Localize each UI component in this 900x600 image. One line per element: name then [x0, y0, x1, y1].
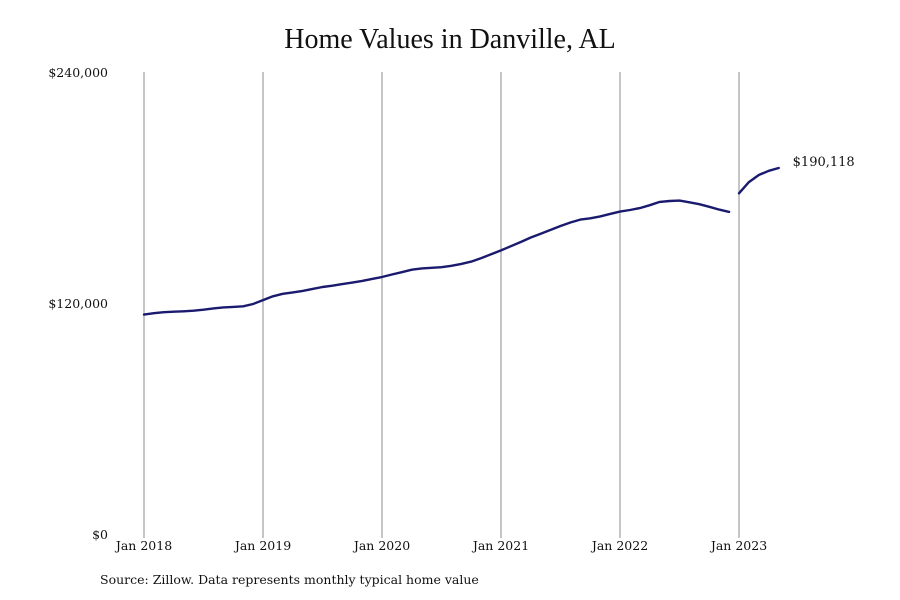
chart-title: Home Values in Danville, AL	[284, 24, 616, 55]
series-line-segment-1	[142, 199, 731, 316]
series-line-segment-2	[737, 166, 780, 195]
vertical-gridlines	[143, 72, 740, 538]
end-value-label: $190,118	[793, 155, 855, 170]
x-tick-label: Jan 2020	[352, 538, 410, 553]
y-tick-label: $240,000	[48, 65, 108, 80]
x-tick-label: Jan 2022	[590, 538, 648, 553]
x-tick-label: Jan 2021	[471, 538, 529, 553]
x-tick-label: Jan 2019	[233, 538, 291, 553]
data-labels: $190,118	[793, 155, 855, 170]
x-tick-label: Jan 2018	[114, 538, 172, 553]
y-axis-ticks: $240,000 $120,000 $0	[48, 65, 108, 542]
x-tick-label: Jan 2023	[709, 538, 767, 553]
source-note: Source: Zillow. Data represents monthly …	[100, 572, 479, 587]
y-tick-label: $120,000	[48, 296, 108, 311]
series-lines	[142, 166, 780, 316]
y-tick-label: $0	[92, 527, 108, 542]
x-axis-ticks: Jan 2018 Jan 2019 Jan 2020 Jan 2021 Jan 2022…	[114, 538, 767, 553]
